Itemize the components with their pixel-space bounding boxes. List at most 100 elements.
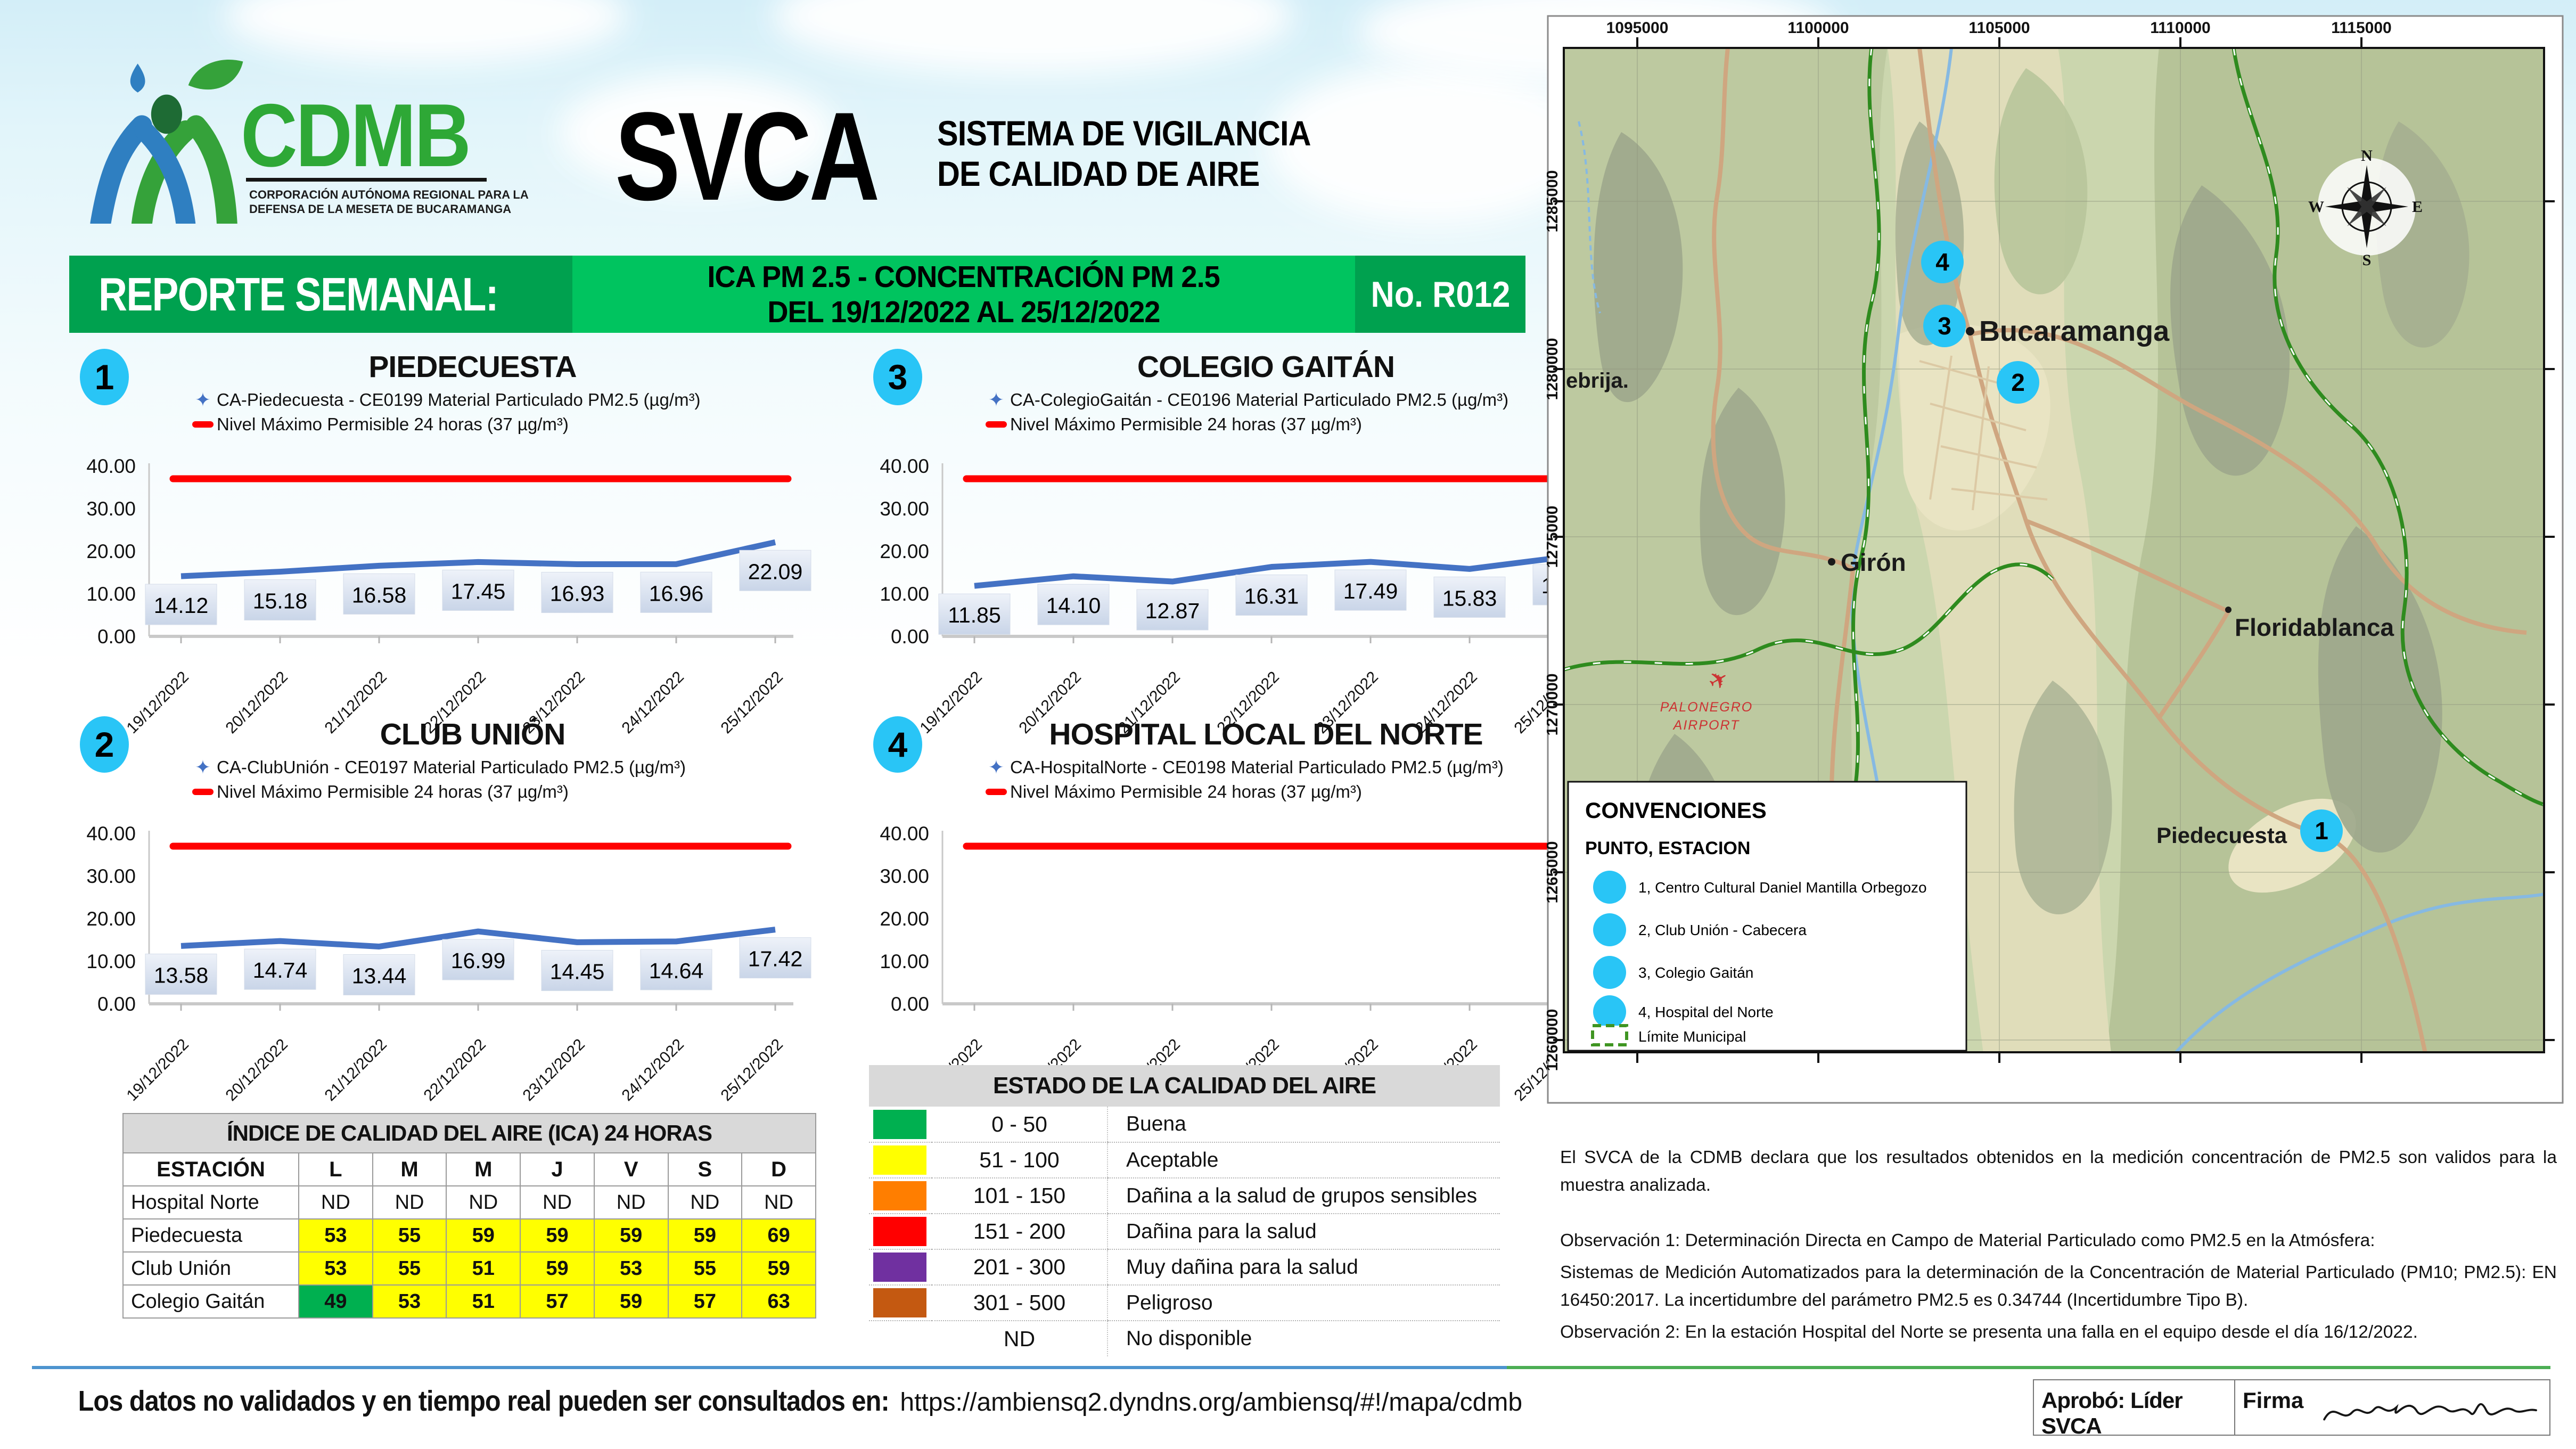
ica-value-cell: 53 [298,1251,373,1286]
x-axis-date-label: 22/12/2022 [420,1036,489,1105]
estado-table-body: 0 - 50 Buena 51 - 100 Aceptable 101 - 150 Dañ… [869,1107,1500,1356]
svg-text:20.00: 20.00 [86,908,136,930]
svca-acronym: SVCA [615,86,880,227]
data-point-label-box [244,579,316,621]
svg-text:0.00: 0.00 [97,993,136,1015]
ica-value-cell: 59 [667,1218,743,1252]
cloud-decoration [224,0,628,64]
estado-row: 101 - 150 Dañina a la salud de grupos sen… [869,1178,1500,1214]
svg-text:3: 3 [1938,312,1951,340]
series-line [181,927,776,949]
svg-text:S: S [2362,251,2372,269]
data-point-label-box [938,593,1011,635]
ica-value-cell: 59 [593,1218,669,1252]
svg-text:PUNTO, ESTACION: PUNTO, ESTACION [1585,838,1750,858]
estado-row: 201 - 300 Muy dañina para la salud [869,1249,1500,1286]
ica-value-cell: 53 [372,1284,447,1319]
estado-range: 151 - 200 [932,1214,1107,1250]
data-point-label: 14.64 [649,959,704,983]
data-point-label-box [145,584,217,625]
estado-row: 51 - 100 Aceptable [869,1142,1500,1178]
data-point-label: 12.87 [1145,599,1200,623]
ica-value-cell: 55 [667,1251,743,1286]
ica-value-cell: 59 [593,1284,669,1319]
estado-range: 201 - 300 [932,1249,1107,1286]
ica-table-row: Colegio Gaitán 49 53 51 57 59 57 63 [122,1284,816,1319]
estado-swatch-cell [869,1178,932,1214]
estado-range: 0 - 50 [932,1107,1107,1143]
footer-url[interactable]: https://ambiensq2.dyndns.org/ambiensq/#!… [900,1388,1523,1417]
svg-text:10.00: 10.00 [880,583,929,605]
chart-title: HOSPITAL LOCAL DEL NORTE [1049,717,1483,751]
limite-municipal-icon [1591,1024,1628,1046]
ica-table-row: Piedecuesta 53 55 59 59 59 59 69 [122,1218,816,1252]
map-legend-item: 4, Hospital del Norte [1638,1004,1774,1020]
svg-text:E: E [2412,198,2423,216]
svg-text:1260000: 1260000 [1547,1009,1561,1071]
ica-value-cell: ND [520,1185,595,1219]
series-marker-icon: ✦ [194,389,211,411]
cloud-decoration [1267,64,1597,224]
chart-plot: 40.00 30.00 20.00 10.00 0.00 19/12/2022 20/12/… [86,823,811,1104]
city-label-lebrija: ebrija. [1566,369,1629,392]
map-legend: CONVENCIONES PUNTO, ESTACION 1, Centro C… [1567,781,1967,1052]
firma-label: Firma [2243,1388,2304,1413]
svg-text:W: W [2308,198,2324,216]
estado-table-title: ESTADO DE LA CALIDAD DEL AIRE [869,1065,1500,1107]
chart-title: PIEDECUESTA [368,350,577,384]
svg-text:1275000: 1275000 [1547,506,1561,568]
data-point-label-box [1037,584,1110,625]
ica-value-cell: 53 [298,1218,373,1252]
svg-text:0.00: 0.00 [97,626,136,648]
series-legend-label: CA-HospitalNorte - CE0198 Material Parti… [1010,757,1504,777]
report-label-segment: REPORTE SEMANAL: [69,256,572,333]
svg-text:40.00: 40.00 [880,823,929,845]
svg-text:1265000: 1265000 [1547,841,1561,904]
signature [2323,1403,2538,1421]
svg-text:1095000: 1095000 [1606,19,1669,37]
nmp-legend-label: Nivel Máximo Permisible 24 horas (37 µg/… [1010,414,1362,434]
ica-value-cell: 59 [741,1251,816,1286]
ica-value-cell: 63 [741,1284,816,1319]
x-axis-date-label: 25/12/2022 [717,1036,786,1105]
svg-text:40.00: 40.00 [880,455,929,477]
cloud-decoration [772,0,1294,75]
chart-club-union: 2 CLUB UNIÓN ✦ CA-ClubUnión - CE0197 Mate… [69,708,812,1104]
estado-color-swatch [873,1217,926,1246]
estado-swatch-cell [869,1285,932,1321]
ica-value-cell: ND [593,1185,669,1219]
data-point-label: 15.83 [1442,586,1497,610]
data-point-label-box [541,949,613,991]
series-marker-icon: ✦ [194,756,211,778]
ica-value-cell: ND [741,1185,816,1219]
svg-text:10.00: 10.00 [880,951,929,972]
data-point-label: 14.74 [253,958,308,983]
footer-consult-label: Los datos no validados y en tiempo real … [78,1385,890,1417]
data-point-label: 22.09 [748,559,803,584]
estado-range: 301 - 500 [932,1285,1107,1321]
ica-value-cell: 69 [741,1218,816,1252]
svg-text:0.00: 0.00 [891,626,929,648]
footer-rule-green [1507,1366,2550,1369]
series-legend-label: CA-ColegioGaitán - CE0196 Material Parti… [1010,390,1509,410]
report-subject-line2: DEL 19/12/2022 AL 25/12/2022 [767,294,1160,329]
ica-station-name: Hospital Norte [122,1185,299,1219]
estado-row: 301 - 500 Peligroso [869,1285,1500,1321]
ica-value-cell: 55 [372,1218,447,1252]
estado-row: ND No disponible [869,1321,1500,1356]
svg-text:PALONEGRO: PALONEGRO [1660,700,1753,715]
chart-hospital-norte: 4 HOSPITAL LOCAL DEL NORTE ✦ CA-HospitalN… [863,708,1605,1104]
report-subject-line1: ICA PM 2.5 - CONCENTRACIÓN PM 2.5 [707,259,1220,294]
station-number-badge: 4 [873,716,922,773]
data-point-label: 14.10 [1046,593,1101,618]
data-point-label-box [442,569,514,611]
nmp-marker-icon [986,421,1007,428]
report-label: REPORTE SEMANAL: [99,267,499,321]
compass-rose-icon: N S E W [2308,147,2423,269]
station-number-badge: 2 [80,716,129,773]
x-axis-date-label: 19/12/2022 [123,1036,192,1105]
svg-text:N: N [2361,147,2373,165]
svg-text:30.00: 30.00 [880,498,929,520]
station-number-badge: 1 [80,349,129,405]
data-point-label-box [541,572,613,613]
